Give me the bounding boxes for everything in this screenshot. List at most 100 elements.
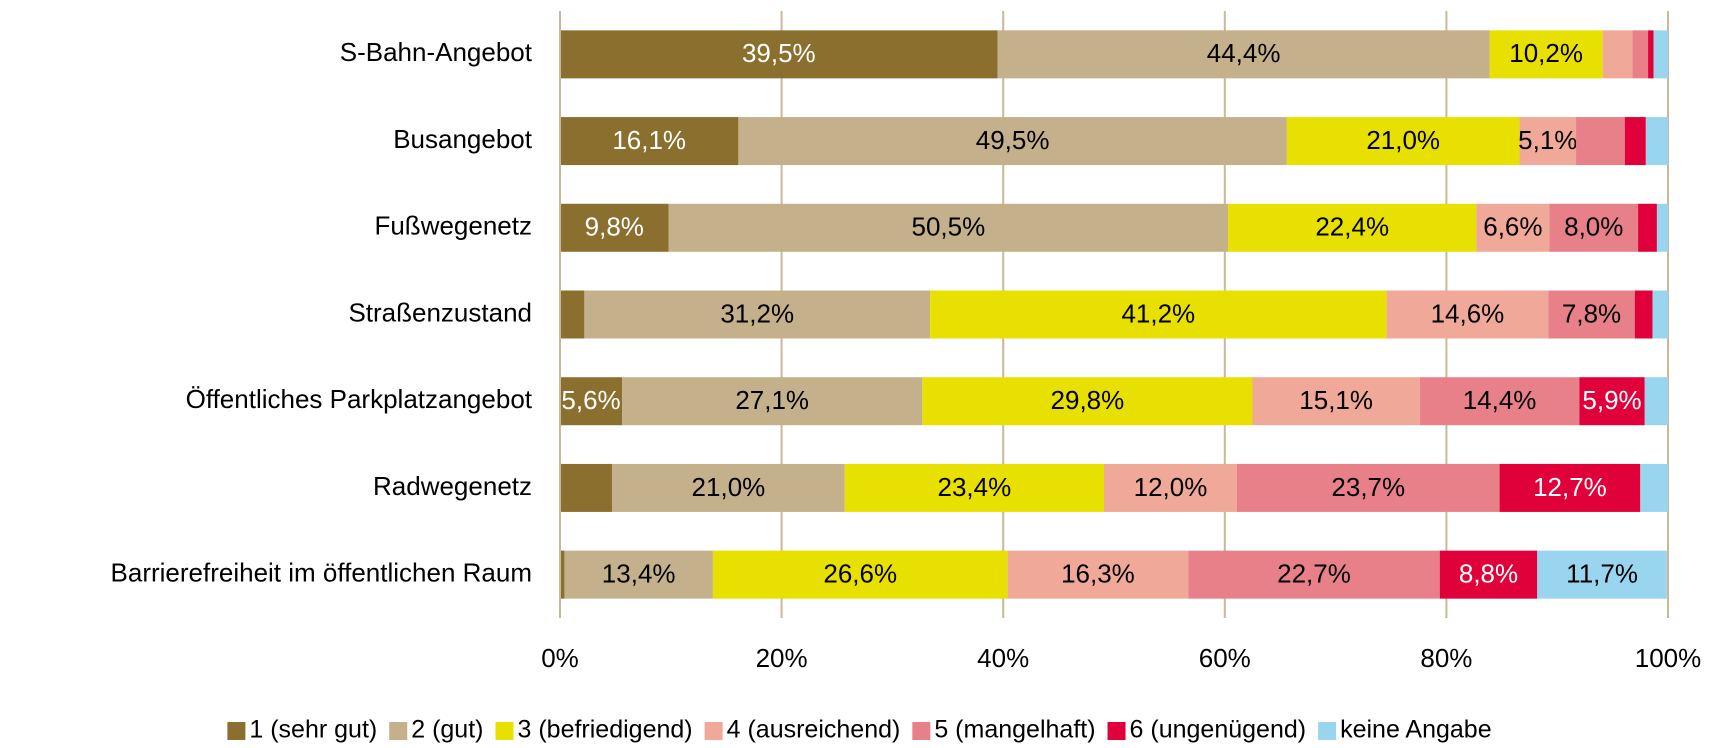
data-label: 39,5%	[742, 38, 816, 68]
bar-segment	[564, 550, 713, 599]
legend-swatch	[1318, 722, 1337, 740]
data-label: 44,4%	[1207, 38, 1281, 68]
bar-segment	[1104, 463, 1237, 512]
bar-segment	[844, 463, 1105, 512]
legend-swatch	[704, 722, 723, 740]
x-tick-label: 20%	[756, 643, 808, 673]
data-label: 26,6%	[823, 559, 897, 589]
legend-label: keine Angabe	[1340, 716, 1492, 744]
data-label: 9,8%	[585, 212, 644, 242]
bar-segment	[668, 203, 1229, 252]
legend-swatch	[1107, 722, 1126, 740]
bar-segment	[1644, 377, 1668, 426]
data-label: 13,4%	[602, 559, 676, 589]
bar-segment	[1602, 30, 1633, 79]
bar-segment	[1537, 550, 1667, 599]
category-label: Busangebot	[393, 124, 533, 154]
data-label: 5,9%	[1582, 385, 1641, 415]
data-label: 6,6%	[1483, 212, 1542, 242]
data-label: 11,7%	[1566, 559, 1638, 589]
bar-segment	[612, 463, 845, 512]
category-label: Radwegenetz	[373, 471, 532, 501]
bar-segment	[1632, 30, 1649, 79]
legend-label: 1 (sehr gut)	[249, 716, 377, 744]
bar-segment	[1579, 377, 1645, 426]
bar-segment	[622, 377, 923, 426]
data-label: 31,2%	[720, 298, 794, 328]
data-label: 23,4%	[938, 472, 1012, 502]
data-label: 14,6%	[1431, 298, 1505, 328]
bar-segment	[1476, 203, 1550, 252]
legend-label: 4 (ausreichend)	[727, 716, 901, 744]
data-label: 12,0%	[1134, 472, 1208, 502]
category-label: Öffentliches Parkplatzangebot	[186, 384, 533, 414]
bar-segment	[1652, 290, 1668, 339]
bar-segment	[997, 30, 1490, 79]
bar-segment	[922, 377, 1253, 426]
data-label: 16,1%	[612, 125, 686, 155]
data-label: 7,8%	[1562, 298, 1621, 328]
legend-label: 5 (mangelhaft)	[934, 716, 1095, 744]
bar-segment	[1549, 203, 1639, 252]
bar-segment	[560, 290, 585, 339]
bar-segment	[1386, 290, 1549, 339]
data-label: 10,2%	[1509, 38, 1583, 68]
bar-segment	[930, 290, 1387, 339]
bar-segment	[560, 377, 623, 426]
bar-segment	[1576, 117, 1625, 166]
bar-segment	[560, 550, 565, 599]
bar-segment	[712, 550, 1008, 599]
category-label: Barrierefreiheit im öffentlichen Raum	[111, 558, 532, 588]
category-label: Straßenzustand	[348, 297, 532, 327]
data-label: 50,5%	[911, 212, 985, 242]
bar-segment	[1648, 30, 1654, 79]
legend-swatch	[912, 722, 931, 740]
bar-segment	[1228, 203, 1477, 252]
bar-segment	[560, 30, 998, 79]
bar-segment	[1624, 117, 1646, 166]
bar-segment	[560, 463, 613, 512]
bar-segment	[1656, 203, 1668, 252]
x-tick-label: 80%	[1420, 643, 1472, 673]
data-label: 12,7%	[1533, 472, 1607, 502]
bar-segment	[1007, 550, 1189, 599]
bar-segment	[1286, 117, 1520, 166]
legend-swatch	[389, 722, 408, 740]
legend-label: 2 (gut)	[411, 716, 483, 744]
bar-segment	[1548, 290, 1635, 339]
bar-segment	[1653, 30, 1668, 79]
data-label: 23,7%	[1331, 472, 1405, 502]
bar-segment	[1188, 550, 1440, 599]
data-label: 41,2%	[1121, 298, 1195, 328]
bar-segment	[1236, 463, 1500, 512]
category-label: Fußwegenetz	[374, 211, 532, 241]
category-label: S-Bahn-Angebot	[340, 37, 533, 67]
bar-segment	[1638, 203, 1657, 252]
bar-segment	[1499, 463, 1641, 512]
data-label: 22,7%	[1277, 559, 1351, 589]
data-label: 14,4%	[1463, 385, 1537, 415]
bar-segment	[1645, 117, 1668, 166]
data-label: 21,0%	[692, 472, 766, 502]
data-label: 29,8%	[1051, 385, 1125, 415]
data-label: 5,6%	[561, 385, 620, 415]
bar-segment	[1519, 117, 1577, 166]
legend: 1 (sehr gut) 2 (gut) 3 (befriedigend) 4 (au…	[227, 716, 1492, 744]
bar-segment	[1634, 290, 1653, 339]
data-label: 16,3%	[1061, 559, 1135, 589]
x-tick-label: 0%	[541, 643, 579, 673]
data-label: 8,8%	[1459, 559, 1518, 589]
bar-segment	[560, 117, 739, 166]
bar-segment	[1439, 550, 1538, 599]
data-label: 15,1%	[1299, 385, 1373, 415]
legend-label: 6 (ungenügend)	[1130, 716, 1307, 744]
x-tick-label: 100%	[1635, 643, 1702, 673]
bar-segment	[1252, 377, 1420, 426]
data-label: 49,5%	[976, 125, 1050, 155]
legend-swatch	[495, 722, 514, 740]
data-label: 5,1%	[1518, 125, 1577, 155]
legend-swatch	[227, 722, 246, 740]
bar-segment	[1419, 377, 1580, 426]
data-label: 8,0%	[1564, 212, 1623, 242]
